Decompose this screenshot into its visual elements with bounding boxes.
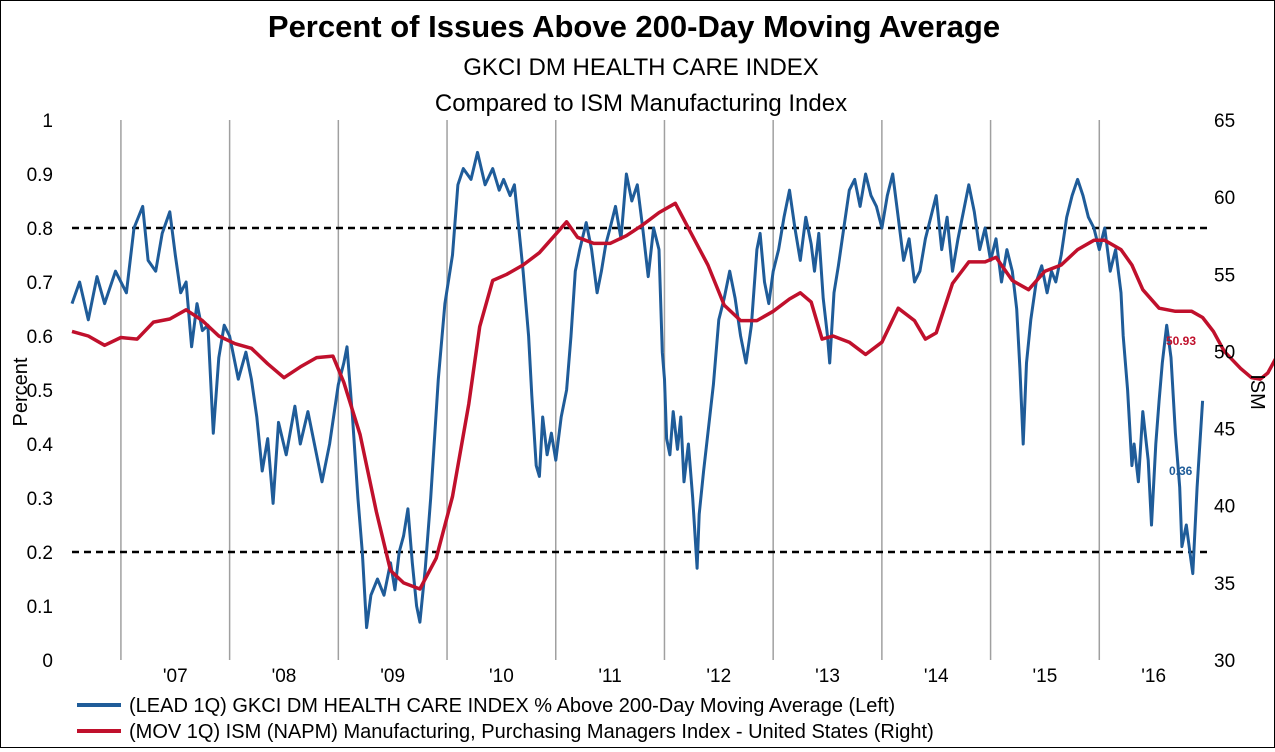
y-tick-label: 0.9 (27, 165, 53, 186)
y2-axis-label: ISM (1246, 374, 1268, 410)
chart-subtitle-1: GKCI DM HEALTH CARE INDEX (463, 54, 819, 81)
y-tick-label: 0.1 (27, 597, 53, 618)
y2-tick-label: 50 (1214, 342, 1235, 363)
y2-tick-label: 40 (1214, 497, 1235, 518)
x-tick-label: '13 (815, 666, 840, 687)
x-tick-label: '10 (489, 666, 514, 687)
y2-tick-label: 45 (1214, 420, 1235, 441)
chart-subtitle-2: Compared to ISM Manufacturing Index (435, 90, 847, 117)
y-tick-label: 0.8 (27, 219, 53, 240)
x-tick-label: '14 (924, 666, 949, 687)
series-line-0 (70, 150, 1205, 630)
tick-labels: 0 0.1 0.2 0.3 0.4 0.5 0.6 0.7 0.8 0.9 1 30 35 40 45 50 5… (27, 111, 1236, 687)
series-line-1 (71, 201, 1275, 591)
y-tick-label: 0 (42, 651, 53, 672)
legend-item-red: (MOV 1Q) ISM (NAPM) Manufacturing, Purch… (129, 721, 934, 743)
grid (120, 120, 1101, 660)
chart-title: Percent of Issues Above 200-Day Moving A… (268, 9, 1000, 44)
x-tick-label: '12 (706, 666, 731, 687)
y2-tick-label: 55 (1214, 265, 1235, 286)
legend: (LEAD 1Q) GKCI DM HEALTH CARE INDEX % Ab… (77, 695, 934, 743)
y-axis-label: Percent (10, 357, 32, 426)
y-tick-label: 1 (42, 111, 53, 132)
y2-tick-label: 65 (1214, 111, 1235, 132)
x-tick-label: '11 (598, 666, 621, 687)
blue-end-label: 0.36 (1169, 464, 1193, 478)
y-tick-label: 0.6 (27, 327, 53, 348)
x-tick-label: '15 (1033, 666, 1058, 687)
y2-tick-label: 30 (1214, 651, 1235, 672)
y-tick-label: 0.2 (27, 543, 53, 564)
y-tick-label: 0.3 (27, 489, 53, 510)
series-lines (70, 150, 1275, 630)
y2-tick-label: 35 (1214, 574, 1235, 595)
red-end-label: 50.93 (1166, 334, 1196, 348)
x-tick-label: '07 (163, 666, 188, 687)
x-tick-label: '08 (272, 666, 297, 687)
y-tick-label: 0.4 (27, 435, 54, 456)
y-tick-label: 0.7 (27, 273, 53, 294)
x-tick-label: '09 (380, 666, 405, 687)
x-tick-label: '16 (1141, 666, 1166, 687)
y2-tick-label: 60 (1214, 188, 1235, 209)
legend-item-blue: (LEAD 1Q) GKCI DM HEALTH CARE INDEX % Ab… (129, 695, 895, 717)
y-tick-label: 0.5 (27, 381, 53, 402)
